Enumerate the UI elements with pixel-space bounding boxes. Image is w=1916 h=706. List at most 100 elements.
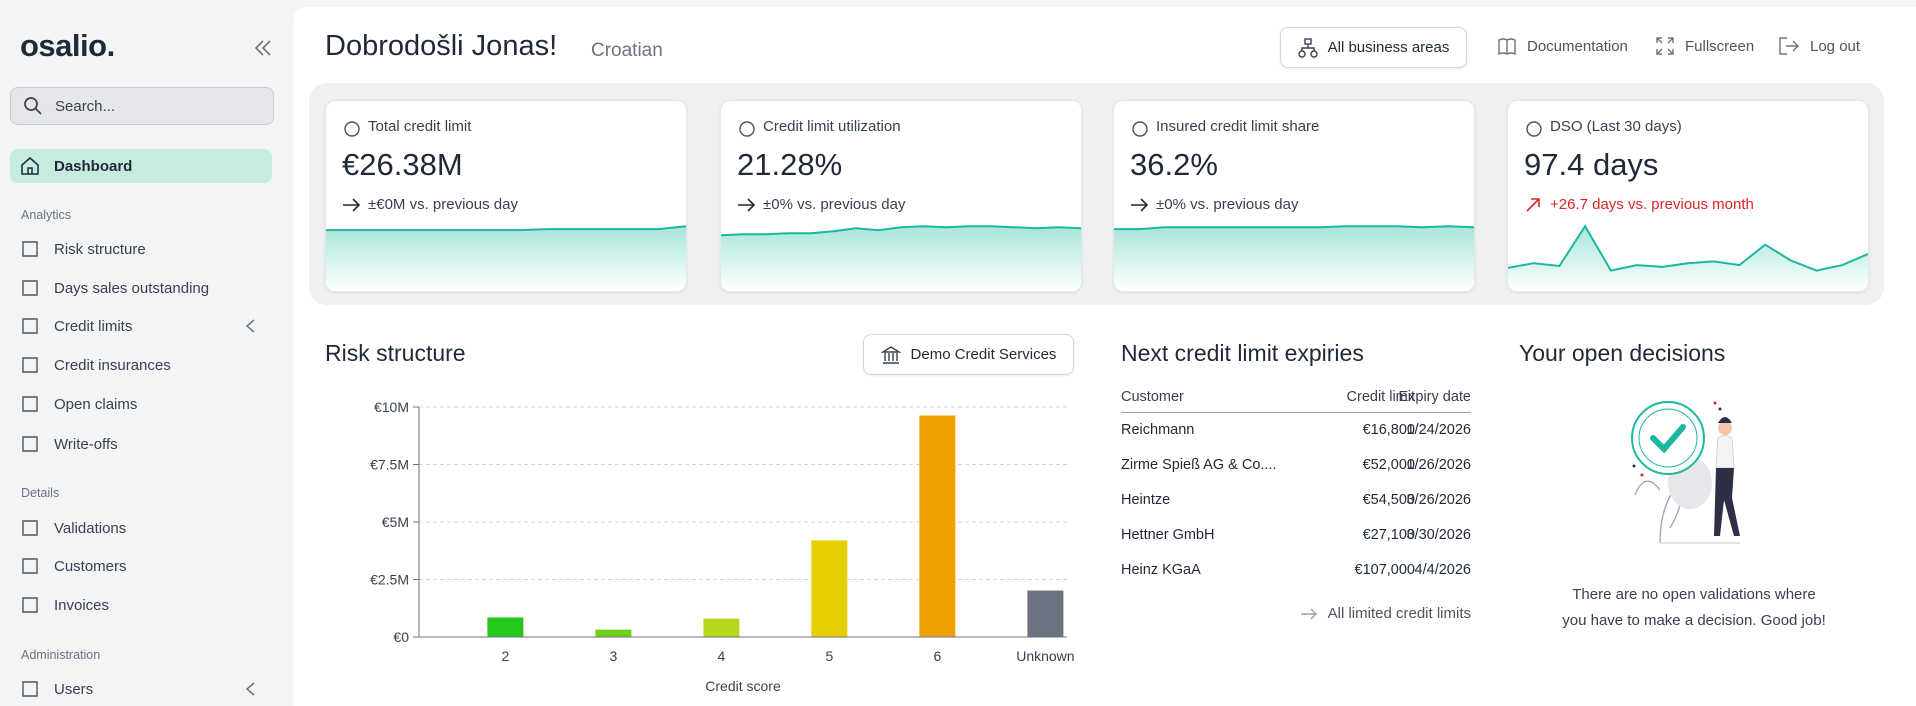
table-cell: Hettner GmbH <box>1121 527 1215 543</box>
section-title: Next credit limit expiries <box>1121 340 1364 366</box>
nav-icon <box>22 280 38 296</box>
icon-shape <box>22 396 38 412</box>
kpi-value: 97.4 days <box>1524 147 1659 182</box>
kpi-card: Total credit limit €26.38M ±€0M vs. previo… <box>325 100 687 292</box>
search-box[interactable]: Search... <box>10 87 274 125</box>
icon-shape <box>344 121 360 137</box>
icon-shape <box>22 357 38 373</box>
home-icon <box>21 157 39 175</box>
all-limits-link[interactable]: All limited credit limits <box>1300 605 1471 622</box>
nav-icon <box>22 241 38 257</box>
x-tick-label: 4 <box>718 648 726 664</box>
link-label: All limited credit limits <box>1327 605 1471 622</box>
kpi-label: Credit limit utilization <box>763 118 901 135</box>
kpi-change: +26.7 days vs. previous month <box>1550 196 1754 213</box>
nav-label: Write-offs <box>54 435 118 453</box>
logout-icon <box>1779 37 1799 55</box>
column-header: Credit limit <box>1346 389 1415 405</box>
nav-icon <box>22 558 38 574</box>
message-line: you have to make a decision. Good job! <box>1562 612 1826 629</box>
illustration <box>1631 401 1740 544</box>
button-label: All business areas <box>1327 39 1450 56</box>
nav-item[interactable]: Open claims <box>20 389 137 419</box>
nav-item[interactable]: Validations <box>20 513 126 543</box>
sparkline-area <box>1114 226 1474 291</box>
nav-label: Dashboard <box>54 157 133 175</box>
nav-item[interactable]: Users <box>20 674 93 704</box>
x-tick-label: 2 <box>502 648 510 664</box>
kpi-icon <box>739 121 755 137</box>
arrow-shape <box>1131 198 1149 212</box>
nav-item[interactable]: Credit limits <box>20 311 132 341</box>
nav-dashboard[interactable]: Dashboard <box>10 149 272 183</box>
y-tick-label: €0 <box>393 629 409 645</box>
table-cell: €52,000 <box>1362 457 1415 473</box>
kpi-icon <box>1526 121 1542 137</box>
chevron[interactable] <box>244 318 258 334</box>
trend-arrow <box>738 198 756 212</box>
nav-label: Users <box>54 680 94 698</box>
logo[interactable]: osalio. <box>20 28 115 63</box>
section-title: Administration <box>21 648 101 662</box>
nav-item[interactable]: Credit insurances <box>20 350 171 380</box>
chevron[interactable] <box>244 681 258 697</box>
table-cell: €107,000 <box>1354 562 1415 578</box>
arrow-shape <box>1526 198 1540 212</box>
link-label: Log out <box>1810 37 1861 55</box>
arrow-icon <box>1300 608 1317 619</box>
kpi-value: 21.28% <box>737 147 843 182</box>
trend-arrow <box>1131 198 1149 212</box>
bar <box>595 629 632 637</box>
nav-icon <box>22 318 38 334</box>
language: Croatian <box>591 40 663 61</box>
nav-icon <box>22 681 38 697</box>
nav-item[interactable]: Invoices <box>20 590 109 620</box>
y-tick-label: €5M <box>382 514 409 530</box>
documentation-link[interactable]: Documentation <box>1497 36 1628 56</box>
icon-shape <box>22 681 38 697</box>
y-tick-label: €7.5M <box>370 457 409 473</box>
bar <box>703 618 740 637</box>
nav-item[interactable]: Customers <box>20 551 127 581</box>
icon-shape <box>1132 121 1148 137</box>
icon-shape <box>22 241 38 257</box>
business-areas-button[interactable]: All business areas <box>1280 27 1467 68</box>
nav-label: Risk structure <box>54 240 146 258</box>
icon-shape <box>22 597 38 613</box>
kpi-icon <box>1132 121 1148 137</box>
nav-item[interactable]: Risk structure <box>20 234 146 264</box>
nav-item[interactable]: Write-offs <box>20 429 118 459</box>
trend-arrow <box>1526 198 1540 212</box>
nav-label: Open claims <box>54 395 138 413</box>
fullscreen-link[interactable]: Fullscreen <box>1655 36 1754 56</box>
kpi-label: DSO (Last 30 days) <box>1550 118 1682 135</box>
logout-link[interactable]: Log out <box>1778 36 1860 56</box>
nav-icon <box>22 396 38 412</box>
table-cell: 3/30/2026 <box>1406 527 1471 543</box>
section-title: Your open decisions <box>1519 340 1726 366</box>
x-tick-label: 6 <box>934 648 942 664</box>
empty-message: There are no open validations where you … <box>1519 582 1869 634</box>
x-tick-label: Unknown <box>1016 648 1074 664</box>
kpi-change: ±0% vs. previous day <box>1156 196 1299 213</box>
nav-item[interactable]: Days sales outstanding <box>20 273 209 303</box>
icon-shape <box>739 121 755 137</box>
sparkline <box>1508 224 1868 291</box>
nav-icon <box>22 520 38 536</box>
table-cell: Zirme Spieß AG & Co.... <box>1121 457 1277 473</box>
icon-shape <box>1526 121 1542 137</box>
kpi-card: Insured credit limit share 36.2% ±0% vs. p… <box>1113 100 1475 292</box>
icon-shape <box>22 436 38 452</box>
section-title: Details <box>21 486 60 500</box>
greeting: Dobrodošli Jonas! <box>325 30 558 62</box>
table-cell: 1/26/2026 <box>1406 457 1471 473</box>
collapse-icon[interactable] <box>254 39 272 57</box>
sparkline-area <box>1508 226 1868 291</box>
table-cell: Heintze <box>1121 492 1171 508</box>
x-tick-label: 3 <box>610 648 618 664</box>
section-title: Analytics <box>21 208 72 222</box>
filter-button[interactable]: Demo Credit Services <box>863 334 1074 375</box>
hierarchy-icon <box>1297 37 1318 58</box>
kpi-change: ±0% vs. previous day <box>763 196 906 213</box>
table-cell: 1/24/2026 <box>1406 422 1471 438</box>
